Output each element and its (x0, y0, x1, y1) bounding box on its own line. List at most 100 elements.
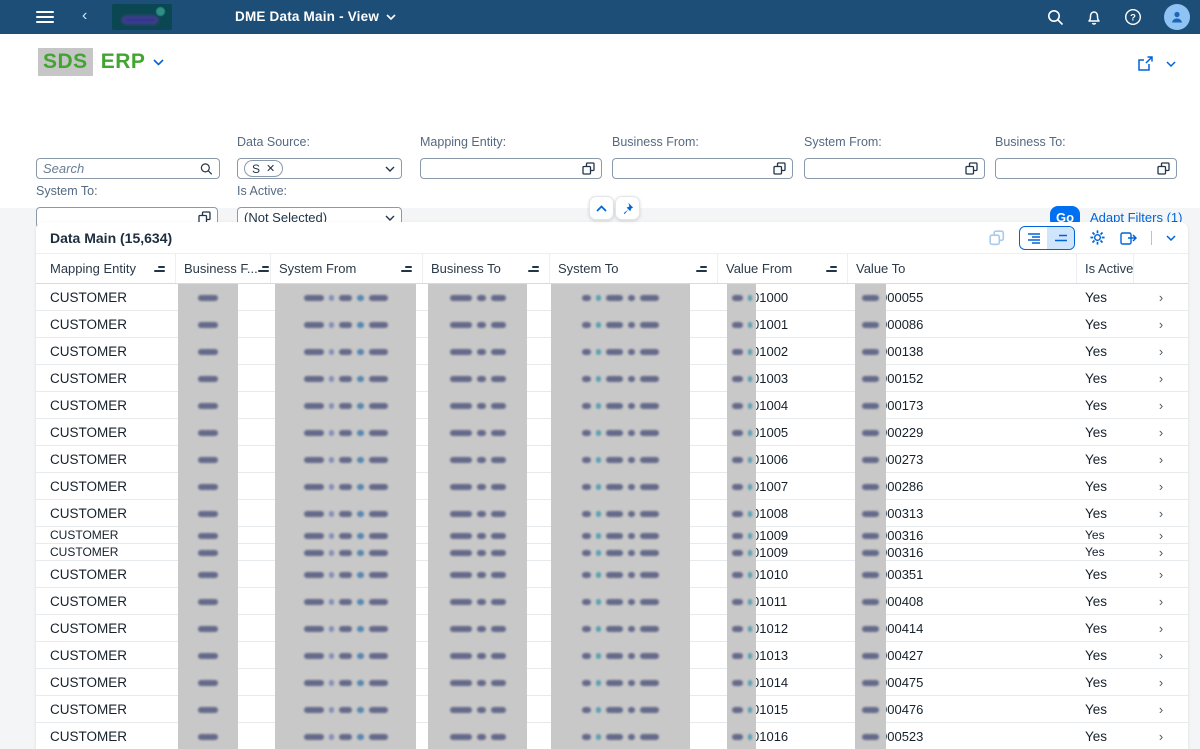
show-details-button[interactable] (1020, 227, 1047, 249)
data-source-multicombobox[interactable]: S ✕ (237, 158, 402, 179)
redacted-text-blob (582, 532, 659, 539)
redaction-strip (551, 284, 690, 749)
value-help-icon[interactable] (773, 162, 786, 175)
cell-is-active: Yes (1085, 701, 1108, 717)
row-navigation-chevron-icon[interactable]: › (1158, 566, 1164, 582)
cell-mapping-entity: CUSTOMER (50, 343, 128, 359)
row-navigation-chevron-icon[interactable]: › (1158, 397, 1164, 413)
column-header-system-to[interactable]: System To (550, 254, 718, 283)
search-icon[interactable] (1047, 9, 1064, 26)
search-input-field[interactable] (43, 161, 201, 176)
export-menu-chevron-icon[interactable] (1166, 234, 1176, 241)
chevron-down-icon[interactable] (385, 215, 395, 221)
column-header-is-active[interactable]: Is Active (1077, 254, 1134, 283)
app-title: DME Data Main - View (235, 9, 380, 24)
search-field-icon[interactable] (200, 162, 213, 176)
row-navigation-chevron-icon[interactable]: › (1158, 370, 1164, 386)
row-navigation-chevron-icon[interactable]: › (1158, 593, 1164, 609)
hide-details-button[interactable] (1047, 226, 1074, 249)
export-icon[interactable] (1120, 230, 1137, 246)
collapse-filter-button[interactable] (589, 196, 614, 220)
business-from-input[interactable] (612, 158, 793, 179)
cell-mapping-entity: CUSTOMER (50, 289, 128, 305)
filter-token[interactable]: S ✕ (244, 160, 284, 177)
row-navigation-chevron-icon[interactable]: › (1158, 316, 1164, 332)
value-help-icon[interactable] (1157, 162, 1170, 175)
pin-icon (623, 202, 634, 214)
row-navigation-chevron-icon[interactable]: › (1158, 620, 1164, 636)
cell-value-to: 000414 (880, 620, 924, 636)
redacted-text-blob (303, 429, 388, 436)
token-remove-icon[interactable]: ✕ (266, 163, 276, 175)
column-header-business-f-[interactable]: Business F... (176, 254, 271, 283)
copy-icon[interactable] (989, 229, 1005, 246)
cell-value-from: 01012 (752, 620, 789, 636)
value-help-icon[interactable] (965, 162, 978, 175)
back-icon[interactable]: ‹ (82, 7, 88, 24)
column-header-system-from[interactable]: System From (271, 254, 423, 283)
column-header-actions[interactable] (1134, 254, 1188, 283)
row-navigation-chevron-icon[interactable]: › (1158, 451, 1164, 467)
table-row[interactable]: CUSTOMER 01016 000523 Yes › (36, 723, 1188, 749)
user-avatar[interactable] (1164, 4, 1190, 30)
bell-icon[interactable] (1086, 9, 1102, 26)
chevron-down-icon (386, 13, 396, 20)
row-navigation-chevron-icon[interactable]: › (1158, 527, 1164, 543)
share-icon[interactable] (1137, 56, 1154, 72)
mapping-entity-input[interactable] (420, 158, 602, 179)
search-input[interactable] (36, 158, 220, 179)
row-navigation-chevron-icon[interactable]: › (1158, 728, 1164, 744)
value-help-icon[interactable] (198, 211, 211, 224)
row-navigation-chevron-icon[interactable]: › (1158, 343, 1164, 359)
business-to-input[interactable] (995, 158, 1177, 179)
row-navigation-chevron-icon[interactable]: › (1158, 424, 1164, 440)
app-title-menu[interactable]: DME Data Main - View (235, 9, 396, 24)
column-header-value-from[interactable]: Value From (718, 254, 848, 283)
column-header-value-to[interactable]: Value To (848, 254, 1077, 283)
redacted-text-blob (862, 321, 879, 328)
pin-filter-button[interactable] (615, 196, 640, 220)
cell-value-from: 01003 (752, 370, 789, 386)
variant-chevron-down-icon[interactable] (153, 58, 164, 66)
redacted-text-blob (303, 652, 388, 659)
redacted-text-blob (198, 733, 218, 740)
row-navigation-chevron-icon[interactable]: › (1158, 478, 1164, 494)
redacted-text-blob (303, 625, 388, 632)
value-help-icon[interactable] (582, 162, 595, 175)
cell-value-from: 01001 (752, 316, 789, 332)
redacted-text-blob (449, 456, 506, 463)
show-details-icon (1027, 232, 1040, 244)
cell-is-active: Yes (1085, 316, 1108, 332)
menu-icon[interactable] (36, 8, 54, 26)
cell-is-active: Yes (1085, 370, 1108, 386)
share-chevron-down-icon[interactable] (1166, 61, 1176, 67)
help-icon[interactable]: ? (1124, 8, 1142, 26)
row-navigation-chevron-icon[interactable]: › (1158, 647, 1164, 663)
row-navigation-chevron-icon[interactable]: › (1158, 544, 1164, 560)
redacted-text-blob (198, 483, 218, 490)
cell-value-to: 000475 (880, 674, 924, 690)
row-navigation-chevron-icon[interactable]: › (1158, 505, 1164, 521)
cell-mapping-entity: CUSTOMER (50, 620, 128, 636)
column-header-mapping-entity[interactable]: Mapping Entity (36, 254, 176, 283)
row-navigation-chevron-icon[interactable]: › (1158, 289, 1164, 305)
settings-gear-icon[interactable] (1089, 229, 1106, 246)
system-to-label: System To: (36, 184, 98, 198)
redacted-text-blob (449, 571, 506, 578)
sort-indicator-icon (401, 265, 412, 272)
row-navigation-chevron-icon[interactable]: › (1158, 701, 1164, 717)
svg-text:?: ? (1130, 13, 1136, 24)
row-navigation-chevron-icon[interactable]: › (1158, 674, 1164, 690)
cell-value-to: 000273 (880, 451, 924, 467)
redacted-text-blob (198, 294, 218, 301)
redacted-text-blob (198, 598, 218, 605)
redacted-text-blob (862, 598, 879, 605)
redacted-text-blob (862, 429, 879, 436)
redacted-text-blob (198, 549, 218, 556)
redacted-text-blob (731, 652, 752, 659)
chevron-down-icon[interactable] (385, 166, 395, 172)
adapt-filters-link[interactable]: Adapt Filters (1) (1090, 210, 1183, 225)
column-header-business-to[interactable]: Business To (423, 254, 550, 283)
system-from-input[interactable] (804, 158, 985, 179)
redacted-text-blob (449, 625, 506, 632)
